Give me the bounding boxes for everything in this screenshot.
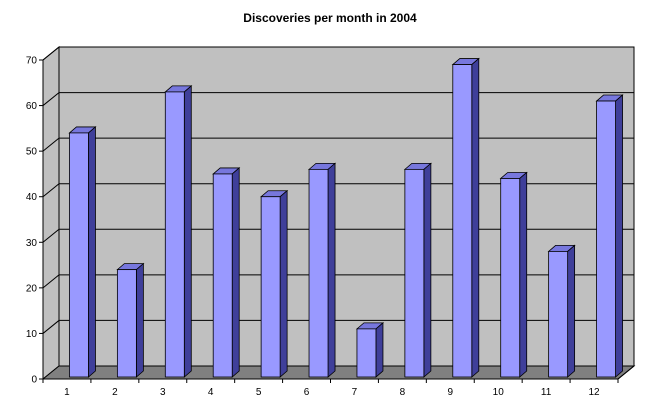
y-tick-label: 50 (26, 147, 38, 158)
bar (69, 132, 89, 378)
x-tick-label: 6 (304, 387, 310, 398)
x-tick-label: 1 (64, 387, 70, 398)
bar (596, 100, 616, 378)
x-tick-label: 11 (541, 387, 552, 398)
gridline (42, 137, 634, 152)
gridline (42, 319, 634, 334)
bar-side-face (135, 262, 144, 378)
y-tick-label: 60 (26, 101, 38, 112)
gridline (42, 228, 634, 243)
gridline (42, 46, 634, 61)
bar (116, 269, 137, 378)
chart-title: Discoveries per month in 2004 (243, 11, 417, 25)
x-tick-label: 8 (400, 387, 406, 398)
x-tick-label: 9 (448, 387, 454, 398)
bar-side-face (471, 57, 480, 378)
bar-side-face (615, 94, 623, 378)
bar-side-face (88, 126, 96, 378)
x-tick-label: 12 (588, 387, 600, 398)
x-axis-depth-line (617, 365, 635, 380)
bar-side-face (567, 244, 576, 378)
x-tick-label: 10 (493, 387, 505, 398)
y-tick-label: 40 (26, 192, 38, 203)
x-tick-label: 4 (208, 387, 214, 398)
y-tick-label: 10 (26, 329, 38, 340)
bar (260, 196, 281, 378)
bar (452, 64, 473, 378)
bar-side-face (519, 171, 528, 378)
x-tick-label: 7 (352, 387, 358, 398)
bar (404, 168, 425, 378)
bar (308, 168, 329, 378)
x-tick-label: 2 (112, 387, 118, 398)
gridline (42, 183, 634, 198)
y-tick-label: 0 (31, 375, 37, 386)
bar (212, 173, 233, 378)
x-tick-label: 5 (256, 387, 262, 398)
y-tick-label: 20 (26, 283, 38, 294)
bar (548, 250, 569, 378)
bar (356, 328, 377, 378)
bar (500, 178, 521, 378)
x-tick-label: 3 (160, 387, 166, 398)
bar-side-face (279, 189, 288, 378)
bar-side-face (183, 85, 192, 378)
bar-side-face (327, 162, 336, 378)
bar-side-face (231, 167, 240, 378)
y-tick-label: 70 (26, 56, 38, 67)
bar-side-face (423, 162, 432, 378)
back-wall (58, 46, 635, 367)
bar (164, 91, 185, 378)
gridline (42, 274, 634, 289)
bar-side-face (375, 322, 384, 378)
y-tick-label: 30 (26, 238, 38, 249)
gridline (42, 92, 634, 106)
side-wall (42, 45, 60, 381)
